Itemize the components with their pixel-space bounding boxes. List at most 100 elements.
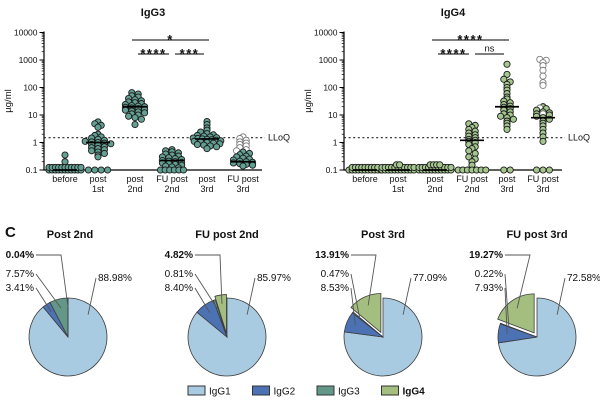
leader-line-igg3 xyxy=(504,273,510,327)
x-category-label: 1st xyxy=(92,184,105,194)
pie-charts-svg: 0.04% 7.57% 3.41% 88.98% 4.82% 0.81% 8.40% 85.9… xyxy=(6,250,600,398)
data-dot xyxy=(88,147,96,155)
x-category-label: post xyxy=(498,174,516,184)
leader-line-igg2 xyxy=(35,287,52,313)
leader-line-igg1 xyxy=(556,277,566,315)
x-category-label: FU post xyxy=(527,174,559,184)
y-tick-label: 10 xyxy=(28,110,38,120)
pie-pct-label-igg3: 0.22% xyxy=(475,269,503,280)
leader-line-igg2 xyxy=(194,287,211,313)
legend-swatch-igg2 xyxy=(252,385,270,396)
data-dot xyxy=(465,153,473,161)
data-dot xyxy=(229,159,237,167)
data-dot xyxy=(500,166,508,174)
pie-slice-igg4 xyxy=(214,294,227,334)
significance-label: **** xyxy=(457,32,483,47)
data-dot xyxy=(539,166,547,174)
open-data-dot xyxy=(539,72,547,80)
y-tick-label: 0.1 xyxy=(326,165,338,175)
data-dot xyxy=(91,166,99,174)
data-dot xyxy=(104,166,112,174)
x-category-label: 3rd xyxy=(500,184,513,194)
x-category-label: 3rd xyxy=(236,184,249,194)
x-category-label: post xyxy=(426,174,444,184)
data-dot xyxy=(77,163,85,171)
y-axis-label: µg/ml xyxy=(3,89,14,112)
pie-pct-label-igg4: 0.04% xyxy=(6,250,34,261)
x-category-label: FU post xyxy=(456,174,488,184)
pie-pct-label-igg3: 0.81% xyxy=(165,269,193,280)
data-dot xyxy=(503,125,511,133)
y-tick-label: 0.1 xyxy=(26,165,38,175)
data-dot xyxy=(503,70,511,78)
data-dot xyxy=(81,137,89,145)
x-category-label: 2nd xyxy=(464,184,479,194)
pie-slice-igg4 xyxy=(350,293,382,334)
y-tick-label: 10 xyxy=(328,110,338,120)
pie-pct-label-igg1: 85.97% xyxy=(257,273,291,284)
data-dot xyxy=(121,106,129,114)
pie-title-post-2nd: Post 2nd xyxy=(46,229,94,241)
x-category-label: 2nd xyxy=(127,184,142,194)
significance-label: **** xyxy=(140,46,166,61)
x-category-label: 3rd xyxy=(536,184,549,194)
data-dot xyxy=(506,166,514,174)
y-tick-label: 10000 xyxy=(14,28,38,38)
pie-title-fu-post-3rd: FU post 3rd xyxy=(506,229,568,241)
pie-pct-label-igg3: 0.47% xyxy=(321,269,349,280)
x-category-label: post xyxy=(389,174,407,184)
pie-slice-igg3 xyxy=(212,299,228,338)
data-dot xyxy=(84,166,92,174)
data-dot xyxy=(203,145,211,153)
lloq-label: LLoQ xyxy=(268,133,290,143)
data-dot xyxy=(497,112,505,120)
x-category-label: 3rd xyxy=(200,184,213,194)
data-dot xyxy=(239,162,247,170)
data-dot xyxy=(482,166,490,174)
leader-line-igg4 xyxy=(36,254,69,308)
pie-slice-igg4 xyxy=(497,293,535,334)
data-dot xyxy=(249,161,257,169)
pie-pct-label-igg4: 4.82% xyxy=(165,250,193,261)
x-category-label: 1st xyxy=(392,184,405,194)
y-tick-label: 1000 xyxy=(19,55,38,65)
x-category-label: post xyxy=(126,174,144,184)
plot-title-igg3: IgG3 xyxy=(140,7,166,19)
data-dot xyxy=(131,114,139,122)
data-dot xyxy=(100,149,108,157)
pie-pct-label-igg4: 19.27% xyxy=(469,250,503,261)
data-dot xyxy=(509,115,517,123)
pie-slice-igg3 xyxy=(499,322,538,338)
significance-label: **** xyxy=(440,46,466,61)
legend-label-igg4: IgG4 xyxy=(403,387,426,398)
legend-swatch-igg3 xyxy=(316,385,335,396)
data-dot xyxy=(465,147,473,155)
leader-line-igg3 xyxy=(350,273,361,319)
legend-swatch-igg1 xyxy=(187,385,206,396)
open-data-dot xyxy=(539,66,547,74)
leader-line-igg1 xyxy=(87,277,97,315)
legend-swatch-igg4 xyxy=(381,385,399,396)
x-category-label: post xyxy=(198,174,216,184)
legend-label-igg2: IgG2 xyxy=(274,387,296,398)
y-tick-label: 1000 xyxy=(319,55,338,65)
pie-pct-label-igg2: 8.53% xyxy=(321,283,349,294)
pie-pct-label-igg2: 8.40% xyxy=(165,283,193,294)
data-dot xyxy=(107,140,115,148)
leader-line-igg4 xyxy=(195,254,223,304)
open-data-dot xyxy=(539,81,547,89)
pie-title-post-3rd: Post 3rd xyxy=(360,229,406,241)
data-dot xyxy=(141,109,149,117)
data-dot xyxy=(97,166,105,174)
lloq-label: LLoQ xyxy=(568,133,590,143)
y-axis-label: µg/ml xyxy=(303,89,314,112)
data-dot xyxy=(447,163,455,171)
data-dot xyxy=(396,161,404,169)
x-category-label: FU post xyxy=(156,174,188,184)
significance-label: * xyxy=(167,32,174,47)
data-dot xyxy=(436,161,444,169)
data-dot xyxy=(94,153,102,161)
data-dot xyxy=(131,120,139,129)
